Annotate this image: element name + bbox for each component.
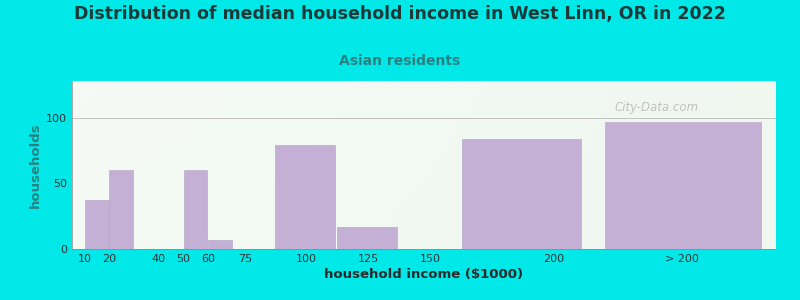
Bar xyxy=(275,145,335,249)
Bar xyxy=(208,240,232,249)
Text: City-Data.com: City-Data.com xyxy=(614,101,698,114)
Text: Distribution of median household income in West Linn, OR in 2022: Distribution of median household income … xyxy=(74,4,726,22)
X-axis label: household income ($1000): household income ($1000) xyxy=(325,268,523,281)
Bar xyxy=(110,170,134,249)
Bar xyxy=(462,139,582,249)
Bar xyxy=(85,200,109,249)
Text: Asian residents: Asian residents xyxy=(339,54,461,68)
Bar xyxy=(338,227,397,249)
Y-axis label: households: households xyxy=(29,122,42,208)
Bar xyxy=(606,122,762,249)
Bar xyxy=(183,170,207,249)
